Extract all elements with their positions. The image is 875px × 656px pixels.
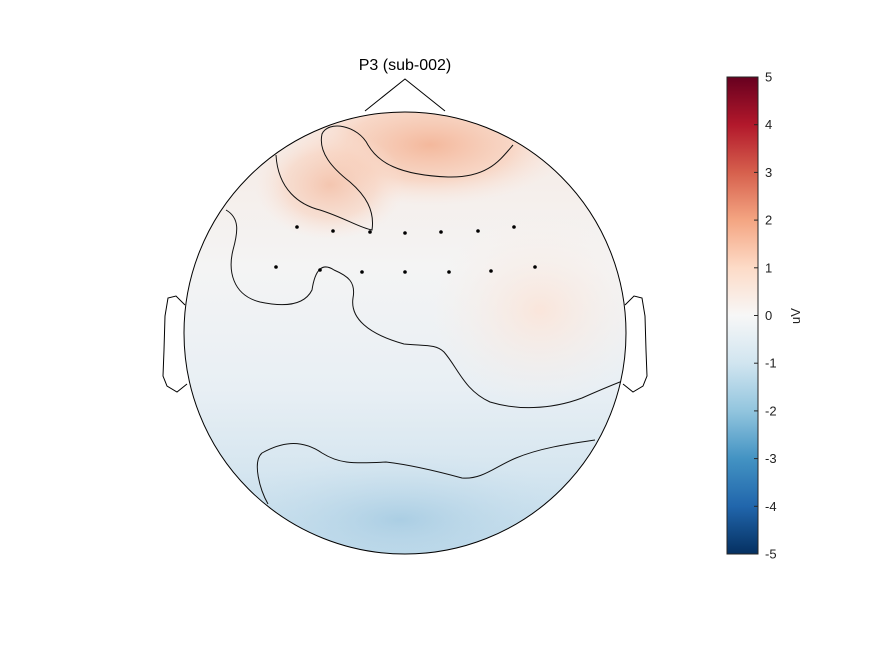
nose-outline — [364, 78, 446, 112]
left-ear-outline — [162, 295, 188, 393]
contour-midline — [225, 209, 626, 409]
colorbar-tick-label: 5 — [765, 70, 772, 85]
colorbar-tick-label: 0 — [765, 308, 772, 323]
colorbar-tick-label: -4 — [765, 499, 777, 514]
colorbar-tick-label: -3 — [765, 451, 777, 466]
colorbar-tick-label: -1 — [765, 356, 777, 371]
electrode-dot — [512, 225, 516, 229]
electrode-dot — [274, 265, 278, 269]
topography-field — [184, 112, 626, 554]
electrode-dot — [331, 229, 335, 233]
contour-posterior — [256, 439, 596, 505]
chart-title: P3 (sub-002) — [359, 57, 452, 74]
colorbar-gradient — [726, 76, 759, 555]
electrode-dot — [489, 269, 493, 273]
electrode-dot — [476, 229, 480, 233]
colorbar-tick-label: -5 — [765, 547, 777, 562]
colorbar-tick-label: -2 — [765, 403, 777, 418]
colorbar-unit-label: uV — [788, 308, 803, 324]
electrode-dot — [403, 231, 407, 235]
right-ear-outline — [622, 295, 648, 393]
electrode-dot — [533, 265, 537, 269]
colorbar-tick-label: 1 — [765, 260, 772, 275]
electrode-dot — [295, 225, 299, 229]
colorbar: 5 4 3 2 1 0 -1 -2 -3 -4 -5 uV — [726, 70, 803, 562]
colorbar-tick-label: 2 — [765, 213, 772, 228]
contour-frontal-upper — [275, 125, 514, 231]
electrode-dot — [368, 230, 372, 234]
electrode-dot — [318, 268, 322, 272]
electrode-dot — [447, 270, 451, 274]
colorbar-ticks: 5 4 3 2 1 0 -1 -2 -3 -4 -5 — [754, 70, 777, 562]
contour-lines — [225, 125, 626, 505]
electrode-dot — [439, 230, 443, 234]
head-outline — [183, 111, 627, 555]
electrode-markers — [274, 225, 537, 274]
electrode-dot — [360, 270, 364, 274]
colorbar-tick-label: 3 — [765, 165, 772, 180]
colorbar-tick-label: 4 — [765, 117, 772, 132]
electrode-dot — [403, 270, 407, 274]
